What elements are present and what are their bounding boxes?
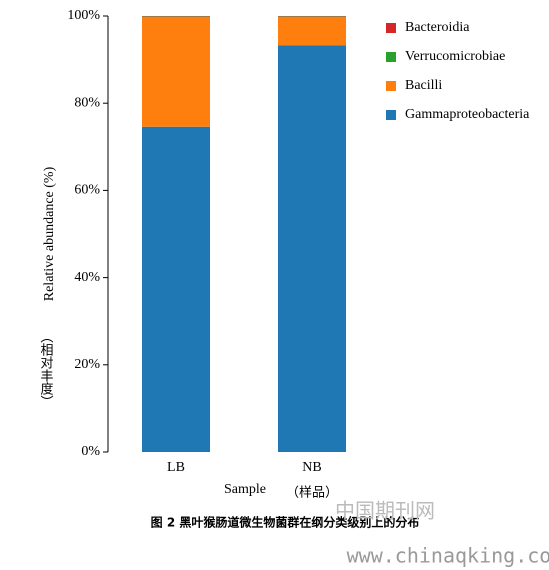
y-tick-label: 40%	[74, 270, 100, 285]
y-tick-label: 80%	[74, 95, 100, 110]
y-axis-label: Relative abundance (%)	[42, 166, 57, 301]
watermark-url: www.chinaqking.com	[347, 544, 549, 568]
x-tick-label: LB	[167, 460, 185, 475]
y-tick-label: 60%	[74, 183, 100, 198]
y-tick-label: 100%	[67, 8, 100, 23]
watermark: 中国期刊网	[335, 499, 435, 523]
x-axis-label: Sample	[224, 482, 266, 497]
legend-swatch	[386, 81, 396, 91]
bar-segment	[142, 16, 210, 127]
bar-segment	[278, 45, 346, 452]
bar-segment	[142, 126, 210, 452]
legend-swatch	[386, 23, 396, 33]
legend-label: Bacteroidia	[405, 20, 470, 35]
caption: 图 2 黑叶猴肠道微生物菌群在纲分类级别上的分布	[151, 515, 420, 530]
y-tick-label: 20%	[74, 357, 100, 372]
legend-swatch	[386, 52, 396, 62]
x-axis-label-cn: （样品）	[286, 486, 338, 501]
y-tick-label: 0%	[81, 444, 100, 459]
legend-label: Bacilli	[405, 78, 442, 93]
bar-segment	[278, 16, 346, 46]
legend-swatch	[386, 110, 396, 120]
legend-label: Verrucomicrobiae	[405, 49, 505, 64]
legend-label: Gammaproteobacteria	[405, 107, 530, 122]
x-tick-label: NB	[302, 460, 321, 475]
y-axis-label-cn: （相对丰度）	[38, 330, 54, 408]
